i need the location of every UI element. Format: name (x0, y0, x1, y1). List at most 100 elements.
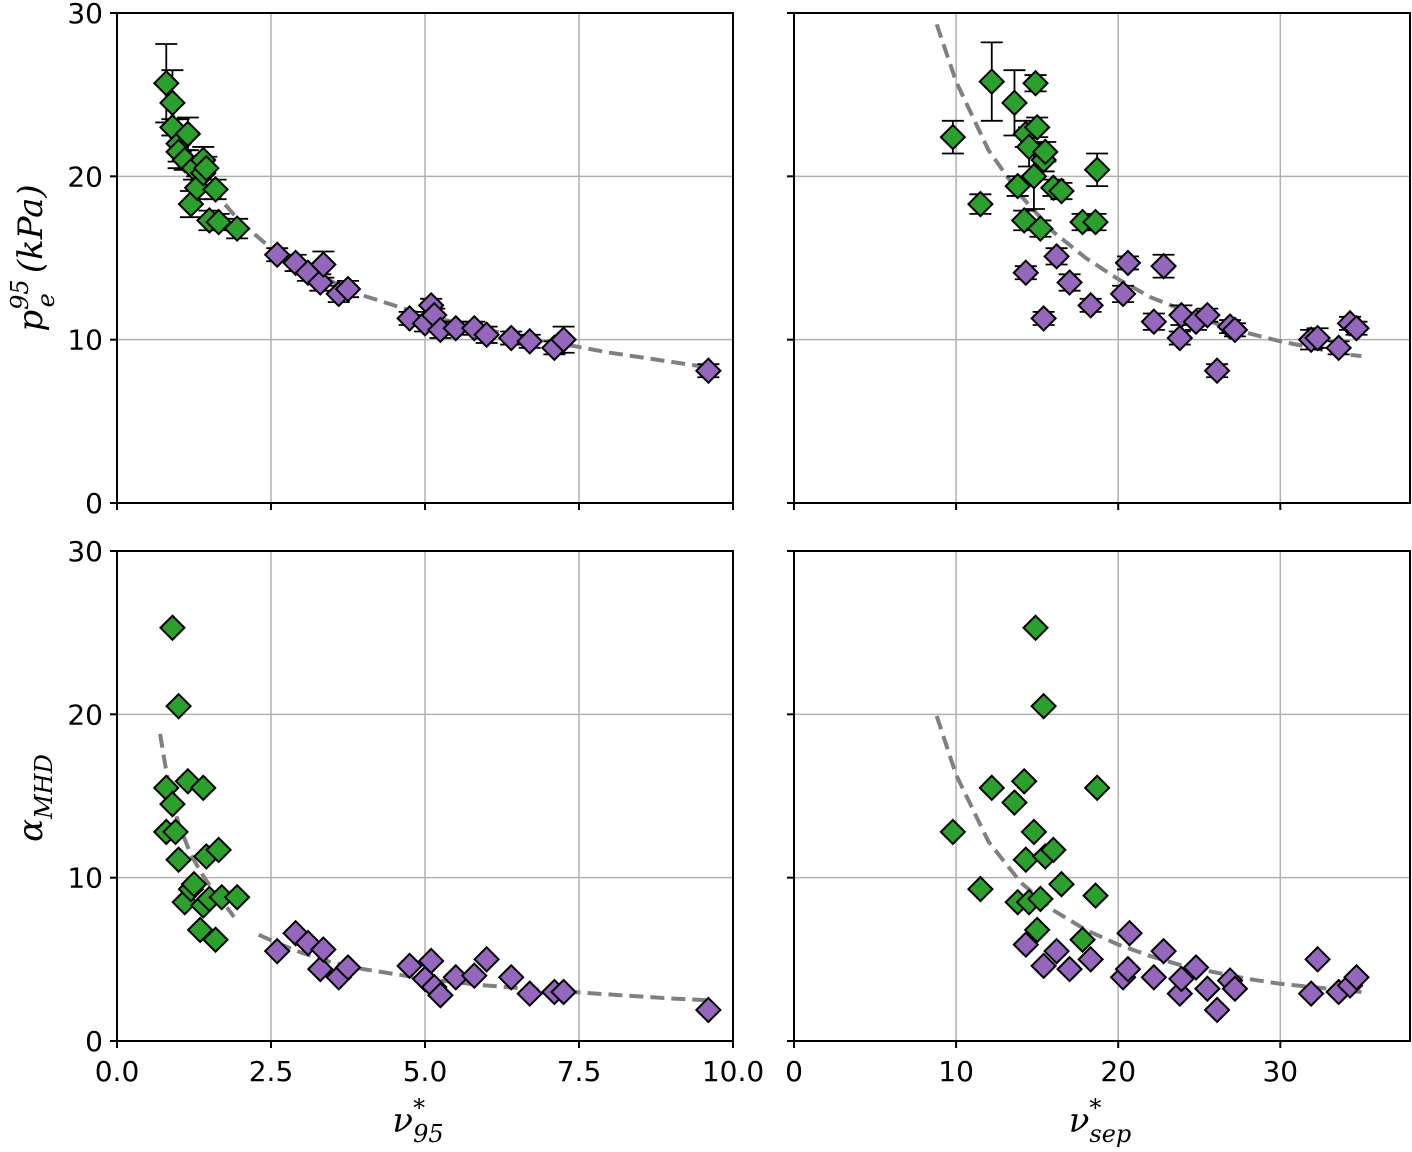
data-point-purple (263, 937, 291, 965)
data-point-green (1082, 208, 1109, 236)
data-point-purple (550, 326, 578, 354)
panel-bottom-right: 0 10 20 30 (785, 550, 1411, 1088)
panel-top-right (787, 12, 1411, 510)
data-point-purple (694, 357, 722, 385)
data-point-purple (1343, 314, 1370, 342)
data-point-green (1010, 767, 1038, 795)
data-point-purple (309, 251, 337, 278)
data-point-green (180, 870, 208, 898)
data-point-green (159, 614, 186, 642)
data-point-purple (473, 945, 501, 973)
data-point-purple (1056, 269, 1083, 296)
data-point-purple (1325, 334, 1353, 362)
y-tick-label: 30 (67, 0, 103, 30)
data-point-green (205, 836, 233, 864)
data-point-green (202, 926, 229, 954)
fit-line (934, 715, 1362, 994)
data-point-green (939, 818, 967, 846)
data-point-purple (1150, 252, 1178, 280)
data-point-purple (1114, 955, 1142, 983)
panel-top-left: 0 10 20 30 (67, 0, 734, 520)
data-point-purple (1166, 324, 1194, 352)
data-point-green (1026, 885, 1054, 913)
data-point-purple (460, 962, 488, 990)
data-point-purple (1193, 975, 1221, 1003)
svg-text:p95e(kPa): p95e(kPa) (6, 184, 60, 331)
data-point-green (978, 774, 1006, 802)
x-tick-label: 10 (938, 1055, 974, 1088)
data-point-purple (1150, 937, 1178, 965)
panel-bottom-left: 0.0 2.5 5.0 7.5 10.0 0 10 20 30 (67, 535, 764, 1088)
data-point-green (1010, 207, 1038, 234)
data-point-purple (1203, 996, 1231, 1024)
data-point-purple (1077, 945, 1105, 973)
x-tick-label: 0.0 (95, 1055, 140, 1088)
data-point-green (1022, 614, 1049, 642)
data-point-green (165, 846, 193, 874)
data-point-purple (417, 947, 445, 975)
data-point-purple (1012, 931, 1040, 959)
x-tick-label: 10.0 (702, 1055, 764, 1088)
x-tick-label: 7.5 (557, 1055, 602, 1088)
data-point-green (152, 69, 180, 97)
y-tick-label: 10 (67, 862, 103, 895)
data-point-green (1023, 113, 1051, 141)
data-point-purple (1221, 975, 1249, 1003)
y-tick-label: 0 (85, 1025, 103, 1058)
data-point-purple (1166, 980, 1194, 1008)
data-point-purple (426, 981, 454, 1009)
data-point-green (1039, 836, 1067, 864)
x-tick-label: 30 (1262, 1055, 1298, 1088)
data-point-green (1069, 926, 1096, 954)
data-point-purple (1221, 316, 1249, 344)
y-axis-label-top: p95e(kPa) (6, 184, 60, 331)
fit-line (934, 23, 1362, 358)
data-point-purple (516, 327, 544, 355)
data-point-purple (1203, 357, 1231, 385)
data-point-green (189, 774, 217, 802)
x-tick-label: 20 (1100, 1055, 1136, 1088)
x-tick-label: 0 (785, 1055, 803, 1088)
data-point-purple (1304, 945, 1332, 973)
data-point-green (967, 875, 994, 903)
data-point-green (1083, 156, 1111, 184)
axes-frame (793, 550, 1411, 1042)
x-tick-label: 5.0 (403, 1055, 448, 1088)
data-point-purple (1030, 952, 1058, 980)
data-point-purple (1056, 955, 1083, 983)
data-point-green (205, 208, 233, 236)
data-point-purple (1077, 291, 1105, 319)
data-point-green (159, 89, 186, 117)
data-point-green (1031, 138, 1059, 166)
data-point-purple (442, 314, 470, 342)
data-point-green (202, 175, 229, 203)
x-axis-label-left: ν* 95 (392, 1094, 443, 1148)
x-axis-label-right: ν* sep (1069, 1094, 1132, 1148)
data-point-green (1026, 215, 1054, 243)
svg-text:ν*sep: ν* sep (1069, 1094, 1132, 1148)
data-point-purple (1140, 963, 1168, 991)
data-point-purple (1304, 324, 1332, 352)
data-point-purple (334, 954, 362, 981)
data-point-green (1001, 89, 1028, 117)
data-point-purple (306, 955, 334, 983)
data-point-purple (396, 952, 424, 980)
data-point-purple (1030, 305, 1058, 332)
data-point-purple (1168, 965, 1195, 993)
x-tick-label: 2.5 (249, 1055, 294, 1088)
data-point-green (1030, 692, 1058, 720)
data-point-green (192, 154, 220, 182)
y-tick-label: 0 (85, 487, 103, 520)
data-point-green (223, 883, 251, 911)
data-point-purple (497, 324, 525, 352)
svg-text:αMHD: αMHD (11, 754, 58, 842)
data-point-purple (309, 936, 337, 963)
y-tick-label: 20 (67, 698, 103, 731)
data-point-green (174, 120, 202, 148)
data-point-green (1048, 870, 1075, 898)
data-point-green (978, 68, 1006, 96)
data-point-green (223, 215, 251, 243)
data-point-purple (263, 241, 291, 269)
data-point-purple (1109, 280, 1137, 308)
data-point-green (1082, 882, 1109, 910)
